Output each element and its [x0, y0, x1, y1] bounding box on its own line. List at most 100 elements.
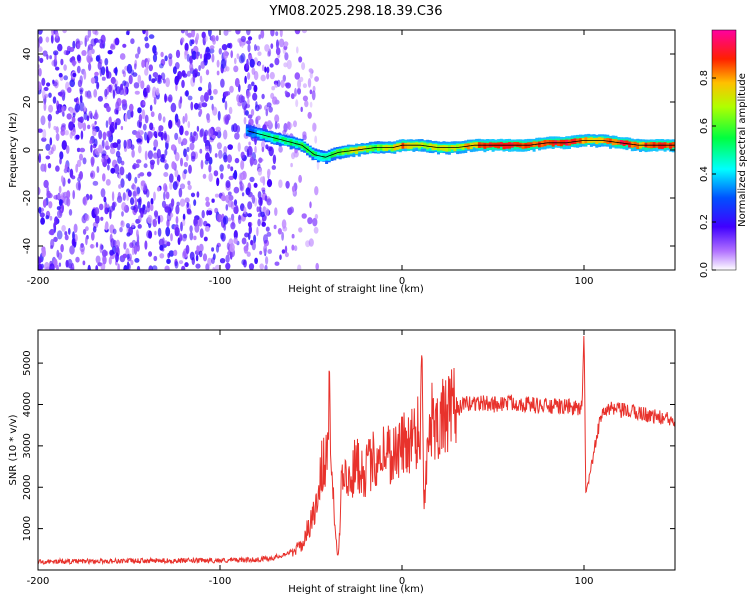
spectrogram-cell — [244, 75, 247, 84]
spectrogram-cell — [191, 50, 197, 60]
spectrogram-cell — [316, 160, 320, 171]
spectrogram-cell — [179, 233, 182, 239]
spectrogram-cell — [208, 88, 212, 96]
spectrogram-cell — [156, 156, 160, 166]
spectrogram-cell — [257, 218, 261, 227]
y-tick-label: -20 — [22, 190, 33, 206]
spectrogram-cell — [117, 191, 122, 200]
spectrogram-cell — [199, 75, 203, 84]
ridge-cell — [581, 138, 585, 144]
spectrogram-cells — [38, 30, 320, 270]
spectrogram-cell — [247, 213, 253, 218]
colorbar-gradient — [711, 29, 737, 271]
spectrogram-cell — [72, 40, 76, 49]
spectrogram-cell — [290, 93, 295, 100]
spectrogram-cell — [112, 89, 116, 99]
spectrogram-cell — [144, 240, 148, 250]
spectrogram-cell — [246, 148, 250, 158]
spectrogram-cell — [123, 241, 127, 250]
spectrogram-cell — [146, 84, 151, 94]
spectrogram-cell — [189, 225, 193, 233]
ridge-cell — [628, 141, 632, 148]
spectrogram-cell — [57, 209, 63, 219]
spectrogram-cell — [121, 211, 124, 217]
spectrogram-cell — [298, 56, 303, 63]
spectrogram-cell — [121, 99, 127, 105]
spectrogram-cell — [253, 84, 258, 93]
spectrogram-cell — [250, 195, 255, 200]
spectrogram-cell — [219, 258, 226, 264]
spectrogram-cell — [307, 111, 312, 119]
spectrogram-cell — [284, 245, 288, 254]
ridge-cell — [669, 142, 673, 149]
spectrogram-cell — [118, 173, 121, 179]
spectrogram-cell — [254, 257, 258, 264]
spectrogram-cell — [85, 226, 89, 232]
spectrogram-cell — [53, 50, 59, 56]
spectrogram-cell — [297, 264, 302, 270]
spectrogram-cell — [99, 42, 105, 49]
spectrogram-cell — [222, 215, 229, 225]
spectrogram-cell — [283, 41, 289, 47]
spectrogram-cell — [46, 185, 49, 195]
spectrogram-cell — [142, 204, 146, 211]
spectrogram-cell — [39, 212, 45, 218]
spectrogram-cell — [69, 107, 73, 114]
spectrogram-cell — [50, 34, 54, 44]
spectrogram-cell — [154, 212, 159, 220]
spectrogram-cell — [104, 88, 108, 98]
spectrogram-cell — [243, 206, 247, 215]
spectrogram-cell — [184, 42, 189, 52]
spectrogram-cell — [209, 144, 212, 154]
spectrogram-cell — [191, 155, 196, 162]
spectrogram-cell — [164, 206, 170, 213]
spectrogram-cell — [125, 30, 130, 36]
spectrogram-cell — [216, 213, 222, 223]
spectrogram-cell — [101, 158, 105, 163]
spectrogram-cell — [90, 77, 96, 84]
spectrogram-cell — [243, 116, 247, 125]
spectrogram-cell — [179, 96, 183, 104]
spectrogram-cell — [177, 136, 182, 145]
spectrogram-cell — [165, 191, 170, 200]
x-tick-label: 100 — [574, 576, 593, 587]
spectrogram-cell — [312, 217, 318, 227]
spectrogram-cell — [213, 170, 219, 177]
ridge-cell — [513, 142, 517, 147]
ridge-cell — [524, 142, 528, 149]
spectrogram-cell — [158, 112, 162, 122]
ridge-cell — [267, 133, 271, 138]
spectrogram-cell — [278, 179, 283, 188]
spectrogram-cell — [190, 101, 194, 111]
spectrogram-cell — [223, 129, 228, 140]
spectrogram-cell — [193, 235, 197, 241]
spectrogram-cell — [182, 251, 187, 259]
ridge-cell — [251, 129, 255, 134]
spectrogram-cell — [72, 231, 75, 241]
spectrogram-cell — [212, 106, 218, 116]
spectrogram-cell — [79, 244, 86, 253]
spectrogram-cell — [90, 243, 94, 249]
spectrogram-cell — [223, 91, 229, 97]
spectrogram-cell — [203, 236, 208, 242]
spectrogram-cell — [238, 172, 244, 182]
spectrogram-cell — [159, 253, 165, 259]
spectrogram-cell — [272, 96, 278, 105]
spectrogram-cell — [184, 130, 189, 136]
spectrogram-cell — [259, 250, 263, 255]
spectrogram-cell — [168, 119, 173, 129]
spectrogram-cell — [81, 50, 87, 56]
spectrogram-cell — [258, 157, 263, 164]
spectrogram-cell — [101, 249, 108, 257]
spectrogram-cell — [302, 95, 308, 102]
spectrogram-cell — [199, 148, 203, 154]
spectrogram-cell — [158, 125, 164, 132]
spectrogram-cell — [56, 103, 63, 113]
spectrogram-cell — [62, 30, 67, 34]
spectrogram-cell — [91, 231, 95, 241]
spectrogram-cell — [88, 50, 92, 57]
spectrogram-cell — [73, 98, 78, 103]
spectrogram-cell — [148, 230, 153, 239]
spectrogram-cell — [274, 114, 280, 123]
colorbar-tick-label: 0.4 — [699, 166, 710, 182]
